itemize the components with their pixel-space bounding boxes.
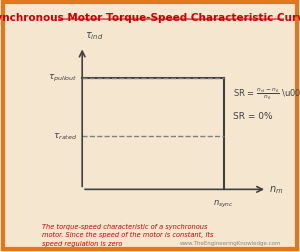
Text: motor. Since the speed of the motor is constant, its: motor. Since the speed of the motor is c… [42, 231, 214, 237]
Text: SR = $\frac{n_{nl} - n_{fl}}{n_{fl}}$ \u00d7 100%: SR = $\frac{n_{nl} - n_{fl}}{n_{fl}}$ \u… [233, 86, 300, 102]
Text: $\tau_{ind}$: $\tau_{ind}$ [85, 30, 103, 42]
Text: $\tau_{rated}$: $\tau_{rated}$ [53, 131, 77, 142]
Text: www.TheEngineeringKnowledge.com: www.TheEngineeringKnowledge.com [180, 240, 281, 245]
Text: $\tau_{pullout}$: $\tau_{pullout}$ [48, 73, 77, 84]
Text: $n_m$: $n_m$ [269, 184, 284, 196]
Text: Synchronous Motor Torque-Speed Characteristic Curve: Synchronous Motor Torque-Speed Character… [0, 13, 300, 23]
Text: The torque-speed characteristic of a synchronous: The torque-speed characteristic of a syn… [42, 223, 208, 229]
Text: speed regulation is zero: speed regulation is zero [42, 240, 122, 246]
Text: $n_{sync}$: $n_{sync}$ [213, 198, 234, 209]
Text: SR = 0%: SR = 0% [233, 111, 273, 120]
